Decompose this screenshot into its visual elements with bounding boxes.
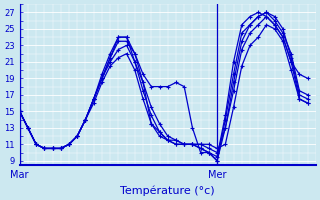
X-axis label: Température (°c): Température (°c) bbox=[120, 185, 215, 196]
